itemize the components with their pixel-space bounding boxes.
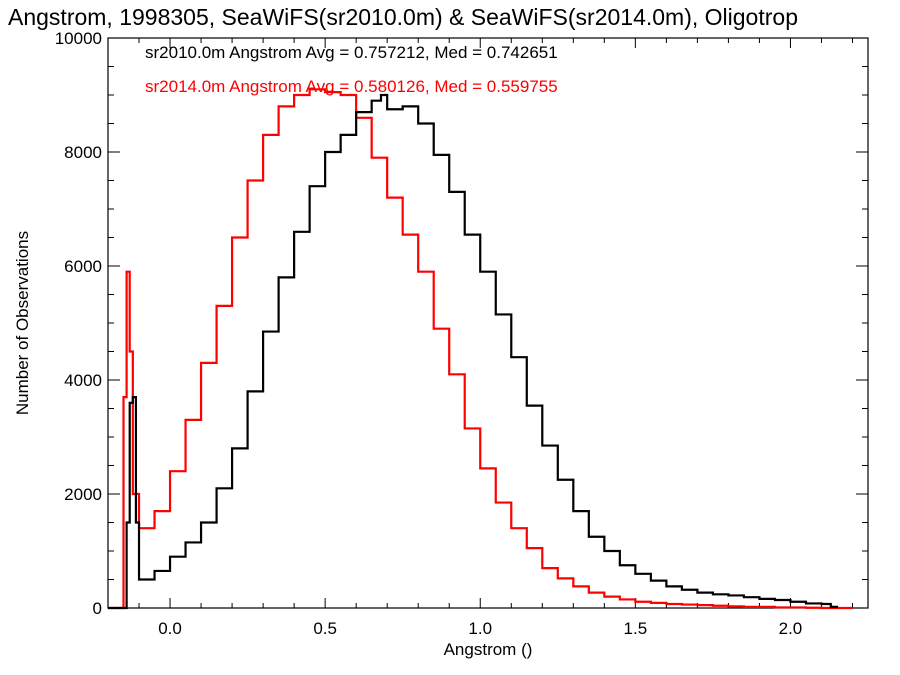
y-axis-label: Number of Observations bbox=[13, 231, 32, 415]
x-tick-label: 1.0 bbox=[468, 619, 492, 638]
chart-title: Angstrom, 1998305, SeaWiFS(sr2010.0m) & … bbox=[8, 4, 798, 30]
y-tick-label: 6000 bbox=[64, 257, 102, 276]
y-tick-label: 8000 bbox=[64, 143, 102, 162]
series-line-sr2014.0m bbox=[108, 88, 853, 610]
y-tick-label: 2000 bbox=[64, 485, 102, 504]
y-tick-label: 0 bbox=[93, 599, 102, 618]
x-axis-label: Angstrom () bbox=[444, 640, 533, 659]
x-tick-label: 1.5 bbox=[624, 619, 648, 638]
x-tick-label: 0.5 bbox=[313, 619, 337, 638]
y-tick-label: 4000 bbox=[64, 371, 102, 390]
x-tick-label: 0.0 bbox=[158, 619, 182, 638]
series-line-sr2010.0m bbox=[108, 93, 839, 610]
stats-annotation: sr2014.0m Angstrom Avg = 0.580126, Med =… bbox=[145, 77, 558, 96]
x-tick-label: 2.0 bbox=[779, 619, 803, 638]
plot-frame bbox=[107, 37, 869, 609]
y-tick-label: 10000 bbox=[55, 29, 102, 48]
stats-annotation: sr2010.0m Angstrom Avg = 0.757212, Med =… bbox=[145, 43, 558, 62]
